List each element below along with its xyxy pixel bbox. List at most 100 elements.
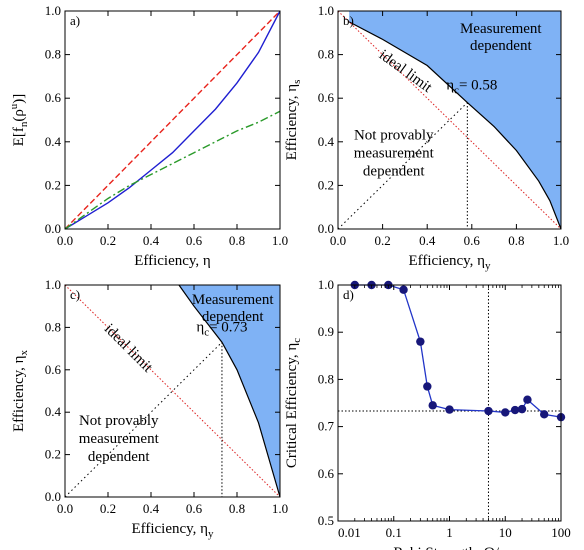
region-label-measurement-dependent: Measurement	[192, 292, 274, 308]
region-label-not-provably: measurement	[79, 431, 160, 447]
x-tick-label: 0.01	[338, 525, 361, 540]
region-label-not-provably: Not provably	[354, 128, 434, 144]
panel-a: 0.0 0.2 0.4 0.6 0.8 1.0 0.0 0.2 0.4 0.6 0.8 1.0 Effi…	[8, 3, 288, 269]
data-point	[501, 408, 510, 417]
region-label-not-provably: dependent	[88, 449, 150, 465]
measurement-dependent-region	[349, 11, 561, 229]
x-tick-label: 10	[499, 525, 512, 540]
x-tick-label: 0.8	[508, 233, 524, 248]
y-axis-label: Efficiency, ηx	[11, 349, 30, 432]
x-axis-label: Efficiency, η	[134, 253, 211, 269]
y-tick-label: 0.6	[45, 362, 62, 377]
series-line-dashed	[64, 10, 281, 230]
x-tick-label: 0.6	[186, 501, 203, 516]
y-tick-label: 1.0	[318, 277, 334, 292]
x-tick-label: 0.2	[100, 501, 116, 516]
panel-label: a)	[70, 13, 80, 28]
y-tick-label: 0.0	[318, 221, 334, 236]
panel-d: 0.01 0.1 1 10 100 0.5 0.6 0.7 0.8 0.9 1.0 Rabi Stre…	[284, 277, 571, 550]
x-tick-label: 0.0	[57, 501, 73, 516]
data-point	[510, 405, 520, 415]
x-tick-label: 0.8	[229, 233, 245, 248]
region-label-measurement-dependent: dependent	[202, 309, 264, 325]
y-tick-label: 0.4	[318, 134, 335, 149]
measurement-dependent-region	[178, 285, 280, 497]
panel-label: b)	[343, 13, 354, 28]
plot-frame	[64, 10, 281, 230]
x-tick-label: 0.4	[419, 233, 436, 248]
x-tick-label: 0.0	[57, 233, 73, 248]
data-point	[445, 405, 454, 414]
boundary-curve	[178, 284, 281, 498]
y-tick-label: 0.4	[45, 134, 62, 149]
diagonal-guide	[337, 102, 468, 230]
panel-label: c)	[70, 287, 80, 302]
series-line-solid	[64, 10, 281, 230]
y-axis-label: Efficiency, ηs	[284, 80, 303, 161]
y-tick-label: 0.6	[45, 90, 62, 105]
y-tick-label: 0.2	[318, 177, 334, 192]
y-tick-label: 0.8	[45, 47, 61, 62]
data-point	[484, 406, 493, 416]
x-tick-label: 0.0	[330, 233, 346, 248]
plot-frame	[64, 284, 281, 498]
critical-efficiency-label: ηc= 0.58	[446, 77, 497, 96]
data-point	[423, 382, 432, 391]
y-tick-label: 0.5	[318, 513, 334, 528]
region-label-not-provably: measurement	[354, 146, 435, 162]
y-tick-label: 1.0	[45, 3, 61, 18]
y-tick-label: 0.4	[45, 404, 62, 419]
y-axis-label: E[fn(ρu)]	[8, 94, 30, 147]
y-tick-label: 0.6	[318, 466, 335, 481]
x-tick-label: 1.0	[272, 501, 288, 516]
x-tick-label: 1.0	[272, 233, 288, 248]
plot-frame	[337, 10, 562, 230]
data-point	[416, 337, 425, 346]
data-point	[399, 285, 408, 294]
y-tick-label: 0.0	[45, 221, 61, 236]
x-tick-label: 0.2	[374, 233, 390, 248]
y-tick-label: 0.8	[45, 319, 61, 334]
panel-label: d)	[343, 287, 354, 302]
data-point	[428, 401, 437, 410]
x-tick-label: 0.1	[386, 525, 402, 540]
x-tick-label: 0.8	[229, 501, 245, 516]
x-axis-label: Efficiency, ηy	[131, 521, 214, 540]
x-tick-label: 0.6	[464, 233, 481, 248]
region-label-not-provably: dependent	[363, 164, 425, 180]
y-tick-label: 0.7	[318, 419, 335, 434]
x-tick-label: 0.6	[186, 233, 203, 248]
x-tick-label: 0.2	[100, 233, 116, 248]
data-point	[517, 404, 527, 414]
x-tick-label: 0.4	[143, 501, 160, 516]
x-axis-label: Efficiency, ηy	[408, 253, 491, 272]
x-tick-label: 100	[551, 525, 571, 540]
data-point	[540, 410, 549, 419]
y-tick-label: 0.2	[45, 177, 61, 192]
region-label-measurement-dependent: Measurement	[460, 21, 542, 37]
y-tick-label: 0.0	[45, 489, 61, 504]
x-tick-label: 1.0	[553, 233, 569, 248]
region-label-not-provably: Not provably	[79, 413, 159, 429]
y-tick-label: 1.0	[318, 3, 334, 18]
region-label-measurement-dependent: dependent	[470, 38, 532, 54]
y-tick-label: 0.2	[45, 447, 61, 462]
data-point	[523, 395, 532, 404]
x-tick-label: 0.4	[143, 233, 160, 248]
diagonal-guide	[64, 341, 223, 498]
y-axis-label: Critical Efficiency, ηc	[284, 338, 303, 468]
y-tick-label: 0.8	[318, 371, 334, 386]
y-tick-label: 0.9	[318, 324, 334, 339]
ideal-limit-line	[64, 284, 281, 498]
boundary-curve	[348, 21, 562, 230]
ideal-limit-line	[337, 10, 562, 230]
y-tick-label: 1.0	[45, 277, 61, 292]
ideal-limit-label: ideal limit	[101, 321, 156, 376]
x-axis-label: Rabi Strength, Ω/γ	[393, 545, 506, 550]
critical-efficiency-label: ηc= 0.73	[196, 320, 247, 339]
y-tick-label: 0.6	[318, 90, 335, 105]
x-tick-label: 1	[446, 525, 453, 540]
